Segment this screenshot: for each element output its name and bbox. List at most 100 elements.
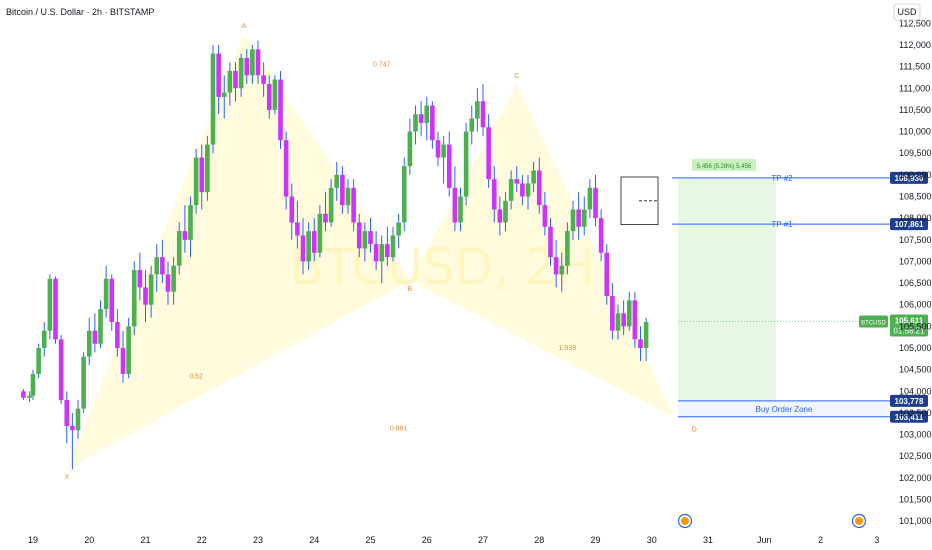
- candle-body[interactable]: [266, 83, 272, 110]
- candle-body[interactable]: [351, 187, 356, 223]
- candle-body[interactable]: [615, 313, 621, 331]
- candle-body[interactable]: [137, 270, 143, 288]
- candle-body[interactable]: [210, 53, 216, 145]
- candle-body[interactable]: [64, 399, 70, 426]
- candle-body[interactable]: [385, 244, 390, 258]
- candle-body[interactable]: [21, 391, 26, 398]
- candle-body[interactable]: [632, 300, 638, 340]
- candle-body[interactable]: [576, 209, 581, 227]
- candle-body[interactable]: [244, 57, 250, 76]
- candle-body[interactable]: [272, 79, 278, 110]
- candle-body[interactable]: [458, 196, 463, 223]
- candle-body[interactable]: [171, 265, 176, 292]
- candle-body[interactable]: [525, 183, 531, 197]
- price-axis[interactable]: 101,000 101,500 102,000 102,500 103,000 103,5…: [899, 18, 932, 526]
- candle-body[interactable]: [182, 231, 188, 240]
- candle-body[interactable]: [27, 395, 32, 398]
- candle-body[interactable]: [452, 187, 458, 223]
- candle-body[interactable]: [598, 218, 604, 253]
- candle-body[interactable]: [36, 348, 41, 374]
- candle-body[interactable]: [131, 270, 137, 327]
- candle-body[interactable]: [469, 118, 475, 132]
- candle-body[interactable]: [491, 179, 497, 210]
- candle-body[interactable]: [289, 196, 295, 223]
- candle-body[interactable]: [610, 296, 615, 331]
- candle-body[interactable]: [407, 131, 413, 167]
- candle-body[interactable]: [81, 356, 86, 409]
- candle-body[interactable]: [103, 278, 109, 310]
- candle-body[interactable]: [441, 144, 446, 158]
- economic-event-icon[interactable]: [851, 513, 867, 529]
- candle-body[interactable]: [424, 105, 430, 123]
- candle-body[interactable]: [531, 170, 536, 184]
- candle-body[interactable]: [486, 127, 491, 180]
- candle-body[interactable]: [238, 57, 244, 89]
- candle-body[interactable]: [30, 373, 36, 396]
- candle-body[interactable]: [503, 200, 508, 223]
- candle-body[interactable]: [75, 408, 81, 431]
- candle-body[interactable]: [176, 231, 182, 266]
- candle-body[interactable]: [233, 70, 238, 89]
- candle-body[interactable]: [126, 326, 131, 374]
- candle-body[interactable]: [340, 174, 345, 206]
- candle-body[interactable]: [435, 140, 441, 158]
- candle-body[interactable]: [278, 79, 283, 141]
- candle-body[interactable]: [300, 235, 306, 262]
- candle-body[interactable]: [446, 144, 452, 188]
- candle-body[interactable]: [362, 231, 368, 249]
- candle-body[interactable]: [390, 235, 396, 258]
- candle-body[interactable]: [295, 222, 300, 236]
- candle-body[interactable]: [356, 222, 362, 249]
- candle-body[interactable]: [565, 231, 570, 266]
- candle-body[interactable]: [621, 313, 626, 327]
- candlestick-series[interactable]: [21, 40, 659, 470]
- candle-body[interactable]: [463, 131, 469, 197]
- candle-body[interactable]: [542, 205, 548, 227]
- candle-body[interactable]: [283, 140, 289, 197]
- candle-body[interactable]: [306, 231, 311, 262]
- candle-body[interactable]: [413, 114, 418, 132]
- candle-body[interactable]: [548, 226, 553, 258]
- candle-body[interactable]: [86, 330, 92, 357]
- candle-body[interactable]: [593, 187, 598, 219]
- candle-body[interactable]: [115, 322, 120, 349]
- candle-body[interactable]: [70, 425, 75, 431]
- candle-body[interactable]: [536, 170, 542, 206]
- candle-body[interactable]: [430, 105, 435, 141]
- candle-body[interactable]: [193, 157, 199, 206]
- candle-body[interactable]: [626, 300, 632, 327]
- candle-body[interactable]: [53, 278, 58, 340]
- candle-body[interactable]: [47, 278, 53, 331]
- candle-body[interactable]: [373, 244, 379, 262]
- candle-body[interactable]: [199, 157, 205, 193]
- candle-body[interactable]: [401, 166, 407, 223]
- candle-body[interactable]: [570, 209, 576, 232]
- candle-body[interactable]: [250, 49, 255, 76]
- candle-body[interactable]: [559, 265, 565, 275]
- candle-body[interactable]: [508, 179, 514, 201]
- candle-body[interactable]: [368, 231, 373, 245]
- candle-body[interactable]: [334, 174, 340, 188]
- candle-body[interactable]: [98, 309, 103, 344]
- candle-body[interactable]: [323, 213, 328, 223]
- time-axis[interactable]: 19 20 21 22 23 24 25 26 27 28 29 30 31 Jun 2 3: [28, 513, 879, 546]
- currency-button[interactable]: USD: [893, 3, 921, 21]
- candle-body[interactable]: [475, 101, 480, 119]
- candle-body[interactable]: [216, 53, 221, 97]
- candle-body[interactable]: [514, 179, 520, 184]
- candle-body[interactable]: [379, 244, 385, 262]
- candle-body[interactable]: [154, 257, 160, 275]
- candle-body[interactable]: [221, 92, 227, 97]
- candle-body[interactable]: [58, 339, 64, 400]
- candle-body[interactable]: [165, 274, 171, 292]
- candle-body[interactable]: [553, 257, 559, 275]
- candle-body[interactable]: [255, 49, 261, 76]
- candle-body[interactable]: [587, 187, 593, 210]
- candle-body[interactable]: [396, 222, 401, 236]
- candle-body[interactable]: [520, 183, 525, 197]
- candle-body[interactable]: [148, 274, 154, 305]
- candle-body[interactable]: [604, 252, 610, 297]
- candle-body[interactable]: [92, 330, 98, 344]
- candle-body[interactable]: [227, 70, 233, 93]
- candle-body[interactable]: [480, 101, 486, 128]
